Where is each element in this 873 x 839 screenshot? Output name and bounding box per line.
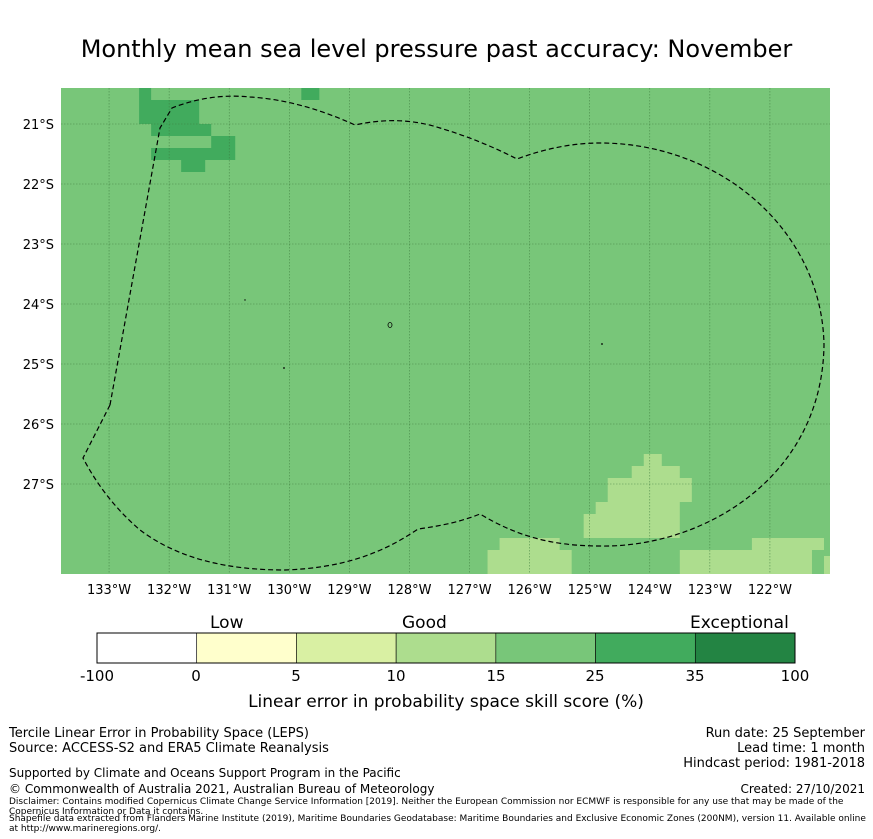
y-tick-label: 24°S	[23, 298, 54, 313]
colorbar-bin	[196, 632, 297, 664]
colorbar-tick: -100	[79, 667, 115, 685]
colorbar-tick: 100	[780, 667, 810, 685]
colorbar-bin	[694, 632, 796, 664]
skill-cell-10-15	[583, 514, 680, 538]
skill-cell-25-35	[301, 88, 320, 100]
footer-method: Tercile Linear Error in Probability Spac…	[9, 726, 309, 741]
x-tick-label: 129°W	[327, 583, 371, 598]
colorbar-frame	[96, 632, 796, 664]
y-tick-label: 27°S	[23, 478, 54, 493]
y-tick-label: 25°S	[23, 358, 54, 373]
colorbar-tick: 0	[191, 667, 201, 685]
footer-support: Supported by Climate and Oceans Support …	[9, 766, 401, 780]
y-tick-label: 23°S	[23, 238, 54, 253]
colorbar-tick: 15	[486, 667, 506, 685]
colorbar	[96, 632, 796, 664]
legend-cat-low: Low	[210, 613, 244, 633]
island-oeno-icon	[283, 367, 285, 369]
skill-cell-10-15	[595, 502, 680, 514]
hindcast-period: Hindcast period: 1981-2018	[683, 756, 865, 771]
plot-background	[61, 88, 830, 574]
x-tick-label: 128°W	[387, 583, 431, 598]
colorbar-bin	[495, 632, 596, 664]
legend-cat-exceptional: Exceptional	[690, 613, 789, 633]
x-tick-label: 127°W	[447, 583, 491, 598]
skill-cell-25-35	[139, 88, 152, 100]
lead-time: Lead time: 1 month	[737, 741, 865, 756]
x-tick-label: 133°W	[87, 583, 131, 598]
island-ducie-icon	[601, 343, 603, 345]
created-date: Created: 27/10/2021	[740, 782, 865, 796]
footer-copyright: © Commonwealth of Australia 2021, Austra…	[9, 782, 435, 796]
map-plot: 133°W 132°W 131°W 130°W 129°W 128°W 127°W 126°W…	[23, 88, 830, 598]
skill-cell-10-15	[823, 556, 830, 574]
skill-cell-10-15	[631, 466, 680, 478]
footer-source: Source: ACCESS-S2 and ERA5 Climate Reana…	[9, 741, 329, 756]
skill-cell-10-15	[751, 538, 824, 550]
x-tick-label: 125°W	[568, 583, 612, 598]
colorbar-tick: 10	[386, 667, 406, 685]
colorbar-bin	[96, 632, 198, 664]
x-tick-label: 122°W	[748, 583, 792, 598]
y-tick-label: 21°S	[23, 118, 54, 133]
skill-cell-25-35	[151, 124, 212, 136]
x-tick-label: 131°W	[207, 583, 251, 598]
run-date: Run date: 25 September	[705, 726, 865, 741]
skill-cell-10-15	[679, 550, 812, 574]
colorbar-bin	[395, 632, 497, 664]
footer-shapefile: Shapefile data extracted from Flanders M…	[9, 814, 866, 834]
x-tick-label: 124°W	[628, 583, 672, 598]
island-henderson-icon	[244, 299, 246, 301]
skill-cell-25-35	[211, 136, 236, 148]
island-pitcairn-icon	[387, 322, 393, 328]
skill-cell-25-35	[151, 148, 236, 160]
colorbar-tick: 5	[291, 667, 301, 685]
x-tick-label: 130°W	[267, 583, 311, 598]
colorbar-bin	[595, 632, 696, 664]
colorbar-label: Linear error in probability space skill …	[248, 692, 644, 712]
x-tick-label: 123°W	[688, 583, 732, 598]
x-tick-label: 132°W	[147, 583, 191, 598]
colorbar-bin	[296, 632, 397, 664]
x-tick-label: 126°W	[508, 583, 552, 598]
colorbar-tick: 25	[585, 667, 605, 685]
skill-cell-10-15	[643, 454, 662, 466]
footer-disclaimer: Disclaimer: Contains modified Copernicus…	[9, 797, 844, 817]
y-tick-label: 26°S	[23, 418, 54, 433]
chart-title: Monthly mean sea level pressure past acc…	[80, 35, 793, 63]
eez-boundary	[82, 95, 825, 571]
skill-cell-25-35	[181, 160, 206, 172]
y-tick-label: 22°S	[23, 178, 54, 193]
legend-cat-good: Good	[402, 613, 447, 633]
colorbar-tick: 35	[685, 667, 705, 685]
